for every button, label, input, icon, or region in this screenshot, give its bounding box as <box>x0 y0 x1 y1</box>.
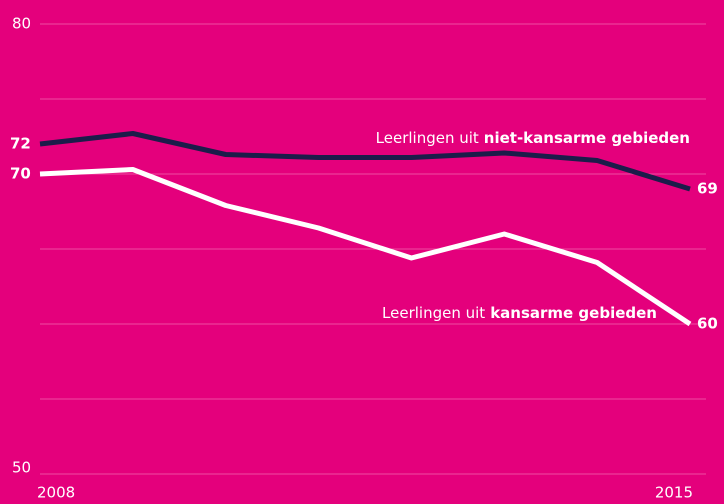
value-label: 60 <box>697 315 718 333</box>
legend-text: Leerlingen uit <box>382 304 485 322</box>
legend-label: Leerlingen uit niet-kansarme gebieden <box>376 129 690 147</box>
series-line <box>39 167 692 327</box>
series-line <box>39 131 691 192</box>
x-tick-label: 2015 <box>655 484 693 502</box>
x-tick-label: 2008 <box>37 484 75 502</box>
value-label: 70 <box>10 165 31 183</box>
y-tick-label: 80 <box>12 15 31 33</box>
value-label: 69 <box>697 180 718 198</box>
legend-text-bold: kansarme gebieden <box>490 304 657 322</box>
legend-text-bold: niet-kansarme gebieden <box>484 129 690 147</box>
legend-label: Leerlingen uit kansarme gebieden <box>382 304 657 322</box>
value-label: 72 <box>10 135 31 153</box>
y-tick-label: 50 <box>12 459 31 477</box>
legend-text: Leerlingen uit <box>376 129 479 147</box>
